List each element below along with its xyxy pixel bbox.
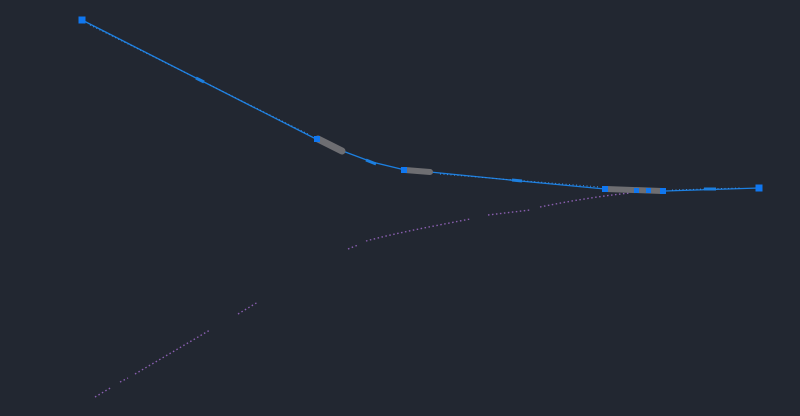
segment-marker <box>195 76 716 191</box>
dotted-path <box>94 192 631 398</box>
grip[interactable] <box>755 184 763 192</box>
thick-segment <box>314 135 346 155</box>
grip[interactable] <box>602 186 608 192</box>
selected-polyline[interactable] <box>78 16 763 195</box>
grip[interactable] <box>314 136 320 142</box>
grip[interactable] <box>634 188 639 193</box>
dotted-segment <box>347 192 631 250</box>
grip[interactable] <box>401 167 407 173</box>
grip[interactable] <box>660 188 666 194</box>
thick-segment <box>402 167 433 175</box>
dotted-segment <box>94 301 259 398</box>
grip[interactable] <box>646 188 651 193</box>
grip[interactable] <box>78 16 86 24</box>
